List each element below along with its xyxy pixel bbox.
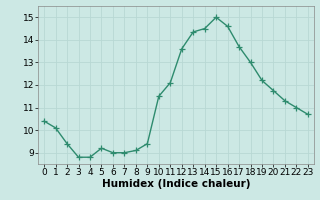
X-axis label: Humidex (Indice chaleur): Humidex (Indice chaleur) (102, 179, 250, 189)
